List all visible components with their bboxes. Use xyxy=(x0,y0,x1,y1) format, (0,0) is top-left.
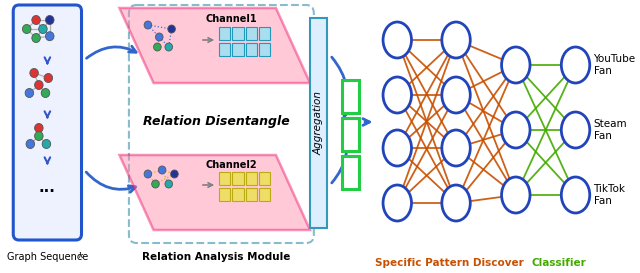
Ellipse shape xyxy=(383,22,412,58)
Circle shape xyxy=(35,123,43,132)
Text: Channel2: Channel2 xyxy=(205,160,257,170)
FancyBboxPatch shape xyxy=(219,172,230,185)
Ellipse shape xyxy=(502,112,530,148)
Circle shape xyxy=(45,16,54,25)
Circle shape xyxy=(30,69,38,78)
Circle shape xyxy=(165,180,173,188)
Text: Aggregation: Aggregation xyxy=(314,91,324,155)
FancyBboxPatch shape xyxy=(232,43,244,56)
FancyBboxPatch shape xyxy=(259,43,270,56)
FancyBboxPatch shape xyxy=(219,188,230,201)
FancyBboxPatch shape xyxy=(246,188,257,201)
Circle shape xyxy=(158,166,166,174)
Circle shape xyxy=(32,34,40,43)
Circle shape xyxy=(38,25,47,34)
Text: Relation Analysis Module: Relation Analysis Module xyxy=(142,252,291,262)
Circle shape xyxy=(152,180,159,188)
Ellipse shape xyxy=(502,177,530,213)
Circle shape xyxy=(144,170,152,178)
Circle shape xyxy=(35,132,43,141)
FancyBboxPatch shape xyxy=(232,188,244,201)
Circle shape xyxy=(25,88,34,97)
FancyBboxPatch shape xyxy=(13,5,81,240)
Ellipse shape xyxy=(442,130,470,166)
Circle shape xyxy=(44,73,52,82)
Circle shape xyxy=(45,32,54,41)
Text: ...: ... xyxy=(39,180,56,195)
Text: ᵏ: ᵏ xyxy=(79,252,83,265)
Circle shape xyxy=(154,43,161,51)
Circle shape xyxy=(35,81,43,90)
Circle shape xyxy=(32,16,40,25)
FancyBboxPatch shape xyxy=(259,188,270,201)
FancyBboxPatch shape xyxy=(342,80,359,113)
FancyBboxPatch shape xyxy=(232,27,244,40)
Circle shape xyxy=(22,25,31,34)
Text: Relation Disentangle: Relation Disentangle xyxy=(143,115,289,129)
Circle shape xyxy=(26,140,35,149)
Text: Graph Sequence: Graph Sequence xyxy=(7,252,88,262)
Text: TikTok
Fan: TikTok Fan xyxy=(593,184,625,206)
FancyBboxPatch shape xyxy=(246,172,257,185)
Circle shape xyxy=(156,33,163,41)
Text: Classifier: Classifier xyxy=(531,258,586,268)
Ellipse shape xyxy=(561,177,589,213)
FancyBboxPatch shape xyxy=(246,27,257,40)
Circle shape xyxy=(165,43,173,51)
Circle shape xyxy=(41,88,50,97)
Circle shape xyxy=(168,25,175,33)
FancyBboxPatch shape xyxy=(246,43,257,56)
Text: YouTube
Fan: YouTube Fan xyxy=(593,54,636,76)
FancyBboxPatch shape xyxy=(310,18,327,228)
FancyBboxPatch shape xyxy=(219,27,230,40)
Polygon shape xyxy=(120,155,310,230)
FancyBboxPatch shape xyxy=(232,172,244,185)
Circle shape xyxy=(144,21,152,29)
FancyBboxPatch shape xyxy=(342,118,359,151)
Ellipse shape xyxy=(383,130,412,166)
Ellipse shape xyxy=(502,47,530,83)
Polygon shape xyxy=(120,8,310,83)
Ellipse shape xyxy=(442,22,470,58)
Ellipse shape xyxy=(442,185,470,221)
Text: Specific Pattern Discover: Specific Pattern Discover xyxy=(375,258,524,268)
Ellipse shape xyxy=(561,112,589,148)
FancyBboxPatch shape xyxy=(259,172,270,185)
FancyBboxPatch shape xyxy=(342,156,359,189)
FancyBboxPatch shape xyxy=(219,43,230,56)
Circle shape xyxy=(42,140,51,149)
Circle shape xyxy=(171,170,178,178)
FancyBboxPatch shape xyxy=(259,27,270,40)
Ellipse shape xyxy=(383,185,412,221)
Text: Channel1: Channel1 xyxy=(205,14,257,24)
Ellipse shape xyxy=(383,77,412,113)
Ellipse shape xyxy=(561,47,589,83)
Text: Steam
Fan: Steam Fan xyxy=(593,119,627,141)
Ellipse shape xyxy=(442,77,470,113)
